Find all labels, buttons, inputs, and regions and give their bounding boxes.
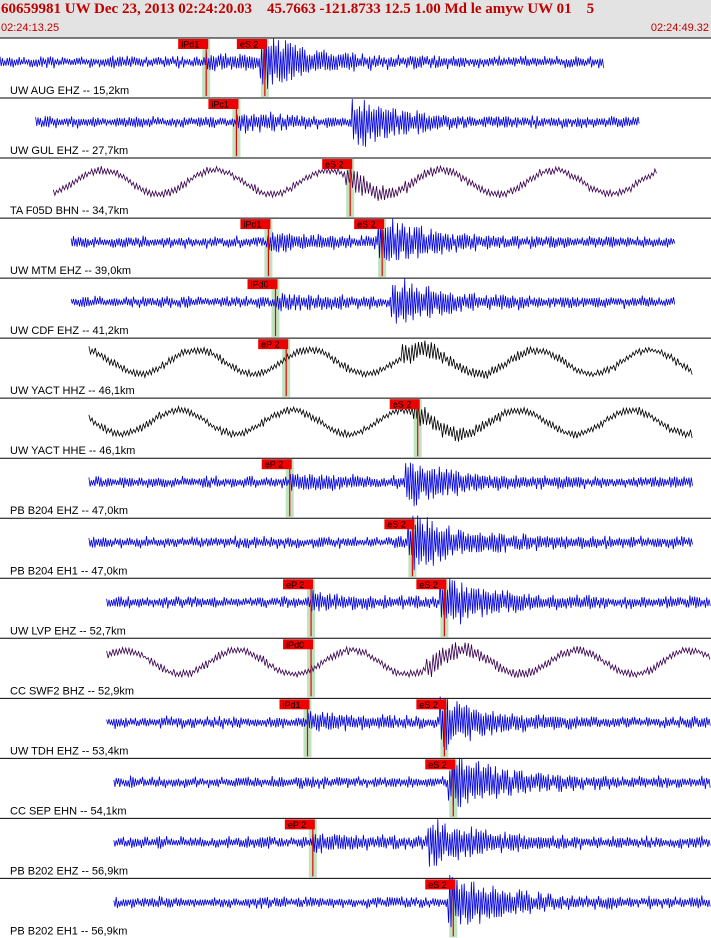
waveform-line bbox=[106, 642, 711, 679]
pick-label: eP 2 bbox=[265, 460, 283, 470]
header-bar: 60659981 UW Dec 23, 2013 02:24:20.03 45.… bbox=[0, 0, 711, 38]
waveform-line bbox=[106, 696, 711, 751]
pick-label-box bbox=[354, 219, 385, 230]
station-label: UW GUL EHZ -- 27,7km bbox=[10, 145, 128, 157]
pick-label-box bbox=[416, 699, 447, 710]
pick-label-box bbox=[322, 159, 353, 170]
pick-label: eS 2 bbox=[419, 580, 438, 590]
trace-panel: iPd1 eS 2 UW AUG EHZ -- 15,2km bbox=[0, 37, 604, 98]
pick-label-box bbox=[425, 759, 456, 770]
pick-label: eS 2 bbox=[419, 700, 438, 710]
pick-label-box bbox=[236, 39, 267, 49]
waveform-line bbox=[113, 819, 711, 867]
waveform-line bbox=[88, 340, 693, 379]
waveform-line bbox=[106, 578, 711, 625]
station-label: UW TDH EHZ -- 53,4km bbox=[10, 745, 128, 757]
trace-panel: eP 2 PB B202 EHZ -- 56,9km bbox=[10, 819, 711, 878]
station-label: CC SEP EHN -- 54,1km bbox=[10, 805, 127, 817]
pick-label: iPd1 bbox=[243, 220, 261, 230]
waveform-line bbox=[113, 757, 711, 808]
station-label: UW CDF EHZ -- 41,2km bbox=[10, 325, 129, 337]
event-title: 60659981 UW Dec 23, 2013 02:24:20.03 45.… bbox=[1, 1, 595, 17]
pick-label-box bbox=[283, 579, 314, 590]
waveform-line bbox=[70, 218, 676, 262]
pick-label: eP 2 bbox=[288, 820, 306, 830]
pick-label: iPd1 bbox=[181, 40, 199, 50]
pick-label: eS 2 bbox=[357, 220, 376, 230]
trace-panel: eP 2 UW YACT HHZ -- 46,1km bbox=[10, 339, 693, 398]
pick-label-box bbox=[258, 339, 289, 350]
pick-label: eP 2 bbox=[286, 580, 304, 590]
station-label: UW YACT HHE -- 46,1km bbox=[10, 445, 135, 457]
pick-label: eP 2 bbox=[261, 340, 279, 350]
trace-panel: eS 2 PB B202 EH1 -- 56,9km bbox=[10, 875, 711, 937]
waveform-line bbox=[88, 515, 693, 571]
pick-label-box bbox=[283, 639, 314, 650]
pick-label: iPd0 bbox=[251, 280, 269, 290]
waveform-line bbox=[70, 278, 676, 324]
pick-label-box bbox=[284, 819, 315, 830]
pick-label: eS 2 bbox=[387, 520, 406, 530]
waveform-line bbox=[35, 98, 640, 147]
pick-label-box bbox=[389, 399, 420, 410]
start-time-label: 02:24:13.25 bbox=[1, 22, 60, 34]
station-label: UW MTM EHZ -- 39,0km bbox=[10, 265, 131, 277]
station-label: UW LVP EHZ -- 52,7km bbox=[10, 625, 126, 637]
waveform-line bbox=[88, 400, 693, 442]
pick-label-box bbox=[416, 579, 447, 590]
pick-label-box bbox=[261, 459, 292, 470]
pick-label-box bbox=[425, 879, 456, 890]
pick-label-box bbox=[279, 699, 310, 710]
trace-panel: eP 2 eS 2 UW LVP EHZ -- 52,7km bbox=[10, 578, 711, 638]
station-label: PB B202 EH1 -- 56,9km bbox=[10, 925, 127, 937]
trace-panel: eS 2 TA F05D BHN -- 34,7km bbox=[10, 159, 657, 218]
station-label: PB B204 EHZ -- 47,0km bbox=[10, 505, 128, 517]
station-label: PB B204 EH1 -- 47,0km bbox=[10, 565, 127, 577]
pick-label: eS 2 bbox=[428, 880, 447, 890]
trace-panel: eS 2 CC SEP EHN -- 54,1km bbox=[10, 757, 711, 818]
trace-panel: iPd1 eS 2 UW MTM EHZ -- 39,0km bbox=[10, 218, 676, 278]
station-label: TA F05D BHN -- 34,7km bbox=[10, 205, 128, 217]
waveform-line bbox=[88, 462, 693, 507]
trace-panel: iPd1 eS 2 UW TDH EHZ -- 53,4km bbox=[10, 696, 711, 758]
pick-label: iPd1 bbox=[283, 700, 301, 710]
waveform-line bbox=[52, 164, 657, 201]
pick-label: eS 2 bbox=[325, 160, 344, 170]
trace-panel: iPd0 CC SWF2 BHZ -- 52,9km bbox=[10, 639, 711, 697]
trace-panel: eS 2 UW YACT HHE -- 46,1km bbox=[10, 399, 693, 458]
pick-label-box bbox=[178, 39, 209, 49]
pick-label: iPc1 bbox=[211, 100, 229, 110]
station-label: PB B202 EHZ -- 56,9km bbox=[10, 865, 128, 877]
pick-label: eS 2 bbox=[393, 400, 412, 410]
pick-label-box bbox=[384, 519, 415, 530]
pick-label-box bbox=[208, 99, 239, 110]
pick-label: iPd0 bbox=[286, 640, 304, 650]
trace-panel: iPd0 UW CDF EHZ -- 41,2km bbox=[10, 278, 676, 338]
station-label: UW YACT HHZ -- 46,1km bbox=[10, 385, 135, 397]
waveform-line bbox=[0, 37, 604, 89]
trace-panel: eS 2 PB B204 EH1 -- 47,0km bbox=[10, 515, 693, 578]
trace-panel: eP 2 PB B204 EHZ -- 47,0km bbox=[10, 459, 693, 518]
pick-label-box bbox=[247, 279, 278, 290]
station-label: CC SWF2 BHZ -- 52,9km bbox=[10, 685, 134, 697]
end-time-label: 02:24:49.32 bbox=[650, 22, 709, 34]
pick-label: eS 2 bbox=[240, 40, 259, 50]
waveform-line bbox=[113, 875, 711, 928]
pick-label-box bbox=[240, 219, 271, 230]
trace-panel: iPc1 UW GUL EHZ -- 27,7km bbox=[10, 98, 640, 158]
pick-label: eS 2 bbox=[428, 760, 447, 770]
station-label: UW AUG EHZ -- 15,2km bbox=[10, 85, 129, 97]
